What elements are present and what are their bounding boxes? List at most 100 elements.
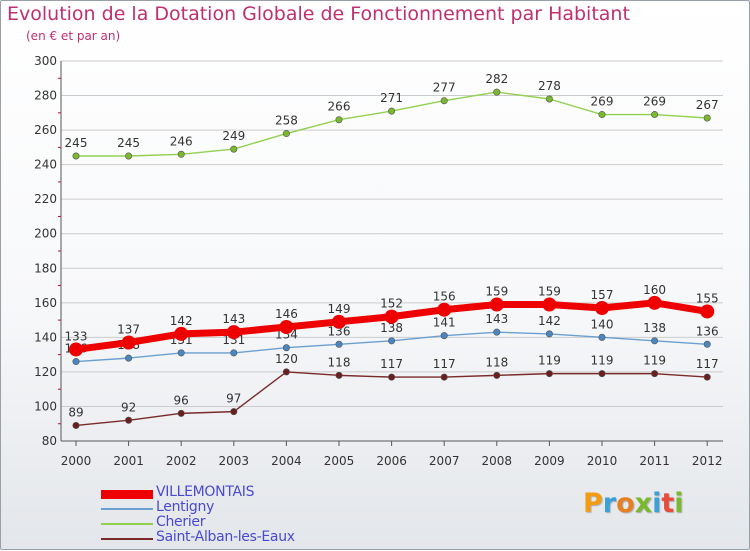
data-label: 89: [68, 405, 83, 419]
data-label: 142: [538, 314, 561, 328]
data-point: [177, 349, 185, 357]
data-point: [703, 114, 711, 122]
data-point: [440, 373, 448, 381]
data-point: [125, 416, 133, 424]
y-tick-label: 80: [42, 434, 57, 448]
data-point: [230, 349, 238, 357]
data-label: 146: [275, 307, 298, 321]
data-point: [226, 325, 241, 340]
data-label: 159: [485, 285, 508, 299]
data-point: [651, 111, 659, 119]
data-label: 152: [380, 297, 403, 311]
data-point: [72, 152, 80, 160]
y-tick-label: 260: [34, 123, 57, 137]
data-point: [230, 408, 238, 416]
data-point: [700, 304, 715, 319]
x-tick-label: 2007: [429, 454, 460, 468]
chart-subtitle: (en € et par an): [26, 29, 121, 43]
data-label: 266: [328, 100, 351, 114]
logo-letter: o: [616, 488, 635, 519]
data-label: 119: [643, 354, 666, 368]
data-point: [598, 333, 606, 341]
data-point: [69, 342, 83, 357]
data-point: [388, 337, 396, 345]
data-label: 138: [643, 321, 666, 335]
x-tick-label: 2010: [587, 454, 618, 468]
data-point: [174, 326, 189, 341]
legend-label: Cherier: [156, 514, 206, 530]
data-label: 142: [170, 314, 193, 328]
data-point: [72, 421, 80, 429]
data-point: [493, 371, 501, 379]
data-label: 136: [328, 324, 351, 338]
data-point: [177, 150, 185, 158]
data-point: [72, 358, 80, 366]
legend-label: VILLEMONTAIS: [156, 484, 255, 500]
data-label: 140: [591, 317, 614, 331]
data-label: 131: [222, 333, 245, 347]
data-point: [230, 145, 238, 153]
data-label: 249: [222, 129, 245, 143]
data-point: [121, 335, 136, 350]
data-point: [545, 330, 553, 338]
data-label: 271: [380, 91, 403, 105]
data-label: 269: [591, 95, 614, 109]
data-label: 156: [433, 290, 456, 304]
data-point: [332, 314, 346, 329]
proxiti-logo: Proxiti: [583, 488, 684, 519]
data-label: 136: [696, 324, 719, 338]
data-label: 282: [485, 72, 508, 86]
data-label: 96: [174, 393, 189, 407]
data-point: [282, 130, 290, 138]
data-label: 160: [643, 283, 666, 297]
data-label: 118: [328, 355, 351, 369]
data-point: [703, 340, 711, 348]
data-label: 159: [538, 285, 561, 299]
data-point: [335, 371, 343, 379]
logo-letter: r: [602, 488, 617, 519]
data-point: [545, 370, 553, 378]
data-label: 117: [380, 357, 403, 371]
data-point: [542, 297, 557, 312]
data-label: 143: [222, 312, 245, 326]
data-label: 258: [275, 114, 298, 128]
y-tick-label: 140: [34, 330, 57, 344]
data-point: [335, 116, 343, 124]
data-point: [177, 409, 185, 417]
data-label: 117: [696, 357, 719, 371]
data-label: 134: [275, 328, 298, 342]
data-label: 245: [117, 136, 140, 150]
data-point: [493, 328, 501, 336]
legend-swatch: [101, 490, 153, 499]
data-point: [125, 152, 133, 160]
x-tick-label: 2006: [376, 454, 407, 468]
legend-swatch: [101, 523, 153, 525]
data-label: 120: [275, 352, 298, 366]
data-label: 92: [121, 400, 136, 414]
data-label: 269: [643, 95, 666, 109]
y-tick-label: 200: [34, 227, 57, 241]
y-tick-label: 240: [34, 158, 57, 172]
logo-letter: x: [634, 488, 653, 519]
x-tick-label: 2001: [113, 454, 144, 468]
data-point: [440, 332, 448, 340]
legend-label: Lentigny: [156, 499, 215, 515]
data-label: 278: [538, 79, 561, 93]
y-tick-label: 120: [34, 365, 57, 379]
x-tick-label: 2008: [482, 454, 513, 468]
y-tick-label: 180: [34, 261, 57, 275]
data-point: [282, 368, 290, 376]
y-tick-label: 220: [34, 192, 57, 206]
data-label: 117: [433, 357, 456, 371]
data-point: [595, 301, 609, 315]
logo-letter: t: [661, 488, 675, 519]
y-tick-label: 280: [34, 89, 57, 103]
data-label: 155: [696, 291, 719, 305]
legend-swatch: [101, 508, 153, 510]
y-tick-label: 160: [34, 296, 57, 310]
logo-letter: P: [583, 488, 603, 519]
data-point: [545, 95, 553, 103]
data-point: [335, 340, 343, 348]
data-label: 97: [226, 392, 241, 406]
